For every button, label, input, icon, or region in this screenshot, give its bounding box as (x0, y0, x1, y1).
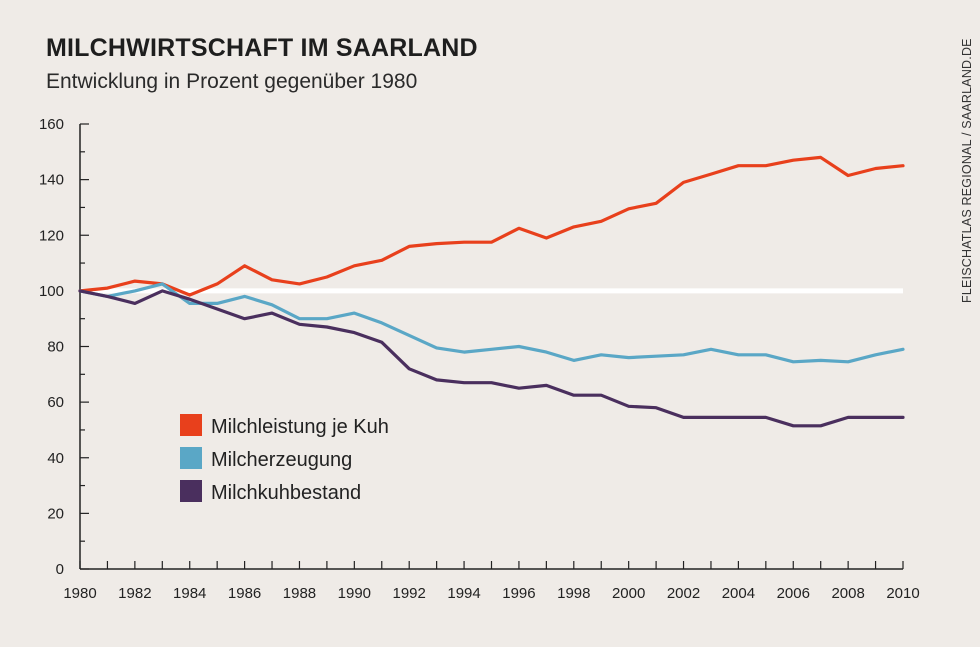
y-tick-label: 0 (56, 561, 64, 578)
y-tick-label: 120 (39, 227, 64, 244)
y-tick-label: 20 (47, 505, 64, 522)
x-tick-label: 2006 (777, 585, 810, 602)
x-tick-label: 1998 (557, 585, 590, 602)
x-tick-label: 1986 (228, 585, 261, 602)
x-tick-label: 2000 (612, 585, 645, 602)
x-tick-label: 2004 (722, 585, 755, 602)
legend-swatch (180, 414, 202, 436)
legend-label: Milcherzeugung (211, 449, 352, 471)
x-tick-label: 1984 (173, 585, 206, 602)
x-tick-label: 1992 (393, 585, 426, 602)
x-tick-label: 2010 (886, 585, 919, 602)
legend-swatch (180, 447, 202, 469)
x-tick-label: 1982 (118, 585, 151, 602)
legend-label: Milchkuhbestand (211, 482, 361, 504)
y-tick-label: 100 (39, 283, 64, 300)
x-tick-label: 2008 (831, 585, 864, 602)
y-tick-label: 40 (47, 450, 64, 467)
chart-title: MILCHWIRTSCHAFT IM SAARLAND (46, 34, 478, 62)
y-tick-label: 160 (39, 116, 64, 133)
y-tick-label: 80 (47, 339, 64, 356)
x-tick-label: 1988 (283, 585, 316, 602)
legend-swatch (180, 480, 202, 502)
legend-label: Milchleistung je Kuh (211, 416, 389, 438)
x-tick-label: 1980 (63, 585, 96, 602)
series-line-milcherzeugung (78, 282, 905, 364)
chart-subtitle: Entwicklung in Prozent gegenüber 1980 (46, 70, 418, 93)
x-tick-label: 1990 (338, 585, 371, 602)
series-line-milchkuhbestand (78, 289, 905, 428)
x-tick-label: 1994 (447, 585, 480, 602)
series-line-milchleistung-je-kuh (78, 155, 905, 297)
y-tick-label: 60 (47, 394, 64, 411)
x-tick-label: 2002 (667, 585, 700, 602)
x-tick-label: 1996 (502, 585, 535, 602)
y-tick-label: 140 (39, 172, 64, 189)
